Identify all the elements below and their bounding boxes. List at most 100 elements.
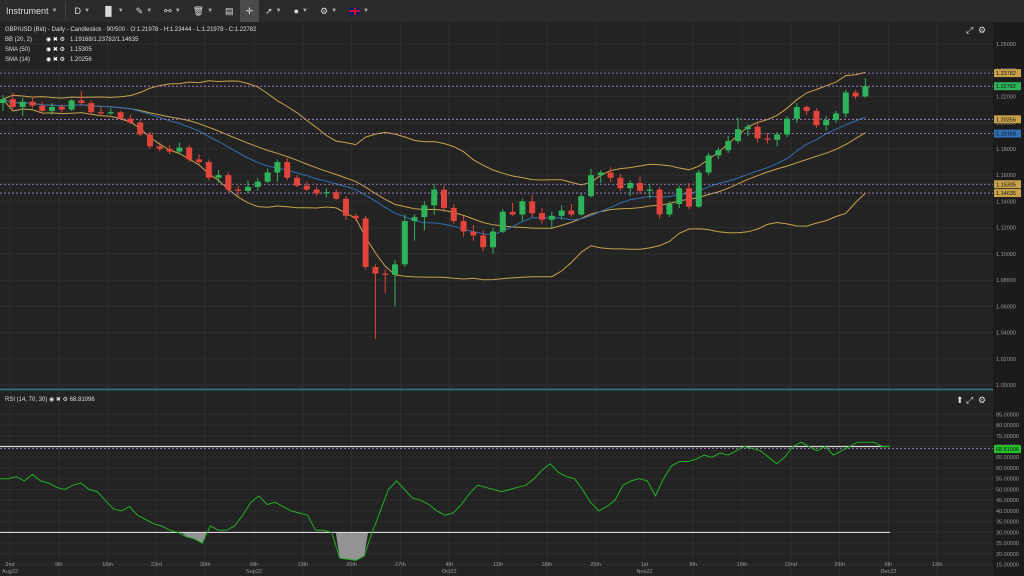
rsi-tick-label: 30.00000 [996, 530, 1019, 536]
layout-icon: ▤ [225, 5, 234, 16]
y-tick-label: 1.18000 [996, 147, 1016, 153]
divider [65, 3, 67, 19]
candle-body [695, 172, 702, 207]
candle-body [39, 105, 46, 111]
candle-body [78, 100, 85, 104]
candle-body [254, 181, 261, 187]
rsi-panel-controls[interactable]: ⬆ ⤢ ⚙ [956, 395, 986, 405]
x-tick-label: 30th [200, 562, 211, 568]
candle-body [646, 189, 653, 191]
indicators-button[interactable]: ⚯ ▼ [158, 0, 187, 22]
indicator-label: BB (20, 2) [5, 37, 32, 43]
x-tick-label: 29th [834, 562, 845, 568]
crosshair-button[interactable]: ✛ [239, 0, 260, 22]
indicator-label: SMA (50) [5, 47, 30, 53]
indicator-value: 1.15305 [70, 47, 92, 53]
candle-body [754, 126, 761, 139]
price-tag [994, 115, 1021, 124]
timeframe-selector[interactable]: D ▼ [68, 0, 95, 22]
chevron-down-icon: ▼ [51, 8, 58, 14]
candle-body [137, 122, 144, 135]
instrument-label: Instrument [6, 6, 49, 16]
crosshair-icon: ✛ [245, 5, 254, 16]
price-tag [994, 82, 1021, 91]
candle-body [715, 150, 722, 156]
candle-body [49, 106, 55, 111]
x-tick-month-label: Nov22 [636, 569, 652, 575]
chevron-down-icon: ▼ [207, 8, 214, 14]
rsi-header: RSI (14, 70, 30) ◉ ✖ ⚙ 68.81096 [5, 396, 95, 403]
candle-body [392, 264, 398, 275]
draw-button[interactable]: ✎ ▼ [130, 0, 159, 22]
candle-body [607, 172, 614, 178]
y-tick-label: 1.20000 [996, 121, 1016, 127]
settings-icon[interactable]: ⚙ [978, 25, 986, 35]
y-tick-label: 1.00000 [996, 383, 1016, 389]
candle-body [686, 188, 692, 207]
indicator-value: 1.19168/1.23782/1.14635 [70, 37, 139, 43]
candle-body [343, 198, 349, 216]
price-tag-label: 1.14635 [996, 191, 1016, 197]
candle-body [98, 112, 104, 114]
x-tick-label: 4th [445, 562, 453, 568]
rsi-tick-label: 75.00000 [996, 434, 1019, 440]
candle-body [823, 120, 830, 126]
candle-body [842, 92, 849, 114]
candle-body [313, 189, 320, 194]
legend: GBP/USD (Bid) - Daily - Candlestick · 90… [5, 27, 257, 403]
x-tick-label: 25th [590, 562, 601, 568]
layout-button[interactable]: ▤ [219, 0, 240, 22]
candle-body [597, 172, 604, 176]
y-tick-label: 1.08000 [996, 278, 1016, 284]
candle-body [156, 146, 163, 149]
candle-body [235, 189, 242, 191]
y-tick-label: 1.10000 [996, 252, 1016, 258]
y-tick-label: 1.02000 [996, 357, 1016, 363]
candle-body [205, 162, 212, 178]
candle-body [460, 221, 467, 232]
settings-icon[interactable]: ⚙ [978, 395, 986, 405]
x-tick-month-label: Oct22 [442, 569, 457, 575]
candle-body [833, 113, 839, 121]
candle-body [372, 266, 379, 274]
price-tag-label: 1.23782 [996, 71, 1016, 77]
candle-body [499, 211, 506, 232]
candle-body [656, 189, 663, 215]
candle-body [245, 186, 251, 191]
candle-body [362, 218, 369, 267]
expand-icon[interactable]: ⤢ [965, 25, 973, 35]
x-tick-label: 8th [689, 562, 697, 568]
chart-type-button[interactable]: ▐▌ ▼ [96, 0, 130, 22]
expand-icon[interactable]: ⤢ [965, 395, 973, 405]
rsi-tick-label: 80.00000 [996, 423, 1019, 429]
alarm-button[interactable]: ● ▼ [288, 0, 314, 22]
indicator-value: 1.20256 [70, 57, 92, 63]
instrument-selector[interactable]: Instrument ▼ [0, 0, 63, 22]
candle-body [274, 162, 281, 173]
cursor-button[interactable]: ➚ ▼ [259, 0, 288, 22]
delete-button[interactable]: 🗑 ▼ [187, 0, 219, 22]
y-tick-label: 1.04000 [996, 331, 1016, 337]
rsi-layer [0, 441, 993, 561]
x-tick-label: 2nd [5, 562, 14, 568]
language-button[interactable]: ▼ [343, 0, 375, 22]
rsi-tick-label: 25.00000 [996, 541, 1019, 547]
candle-body [176, 147, 183, 152]
candle-body [676, 188, 683, 205]
candle-body [88, 103, 95, 113]
candle-body [303, 185, 310, 190]
move-up-icon[interactable]: ⬆ [956, 395, 964, 405]
candle-body [196, 159, 202, 163]
candle-body [705, 155, 712, 173]
x-tick-label: 13th [297, 562, 308, 568]
x-tick-month-label: Sep22 [246, 569, 262, 575]
rsi-tick-label: 55.00000 [996, 477, 1019, 483]
candle-body [852, 92, 859, 97]
price-panel-controls[interactable]: ⤢ ⚙ [965, 25, 986, 35]
settings-button[interactable]: ⚙ ▼ [314, 0, 343, 22]
candle-body [578, 196, 585, 215]
indicator-controls-icon: ◉ ✖ ⚙ [46, 56, 65, 63]
price-tag-label: 1.20256 [996, 117, 1016, 123]
